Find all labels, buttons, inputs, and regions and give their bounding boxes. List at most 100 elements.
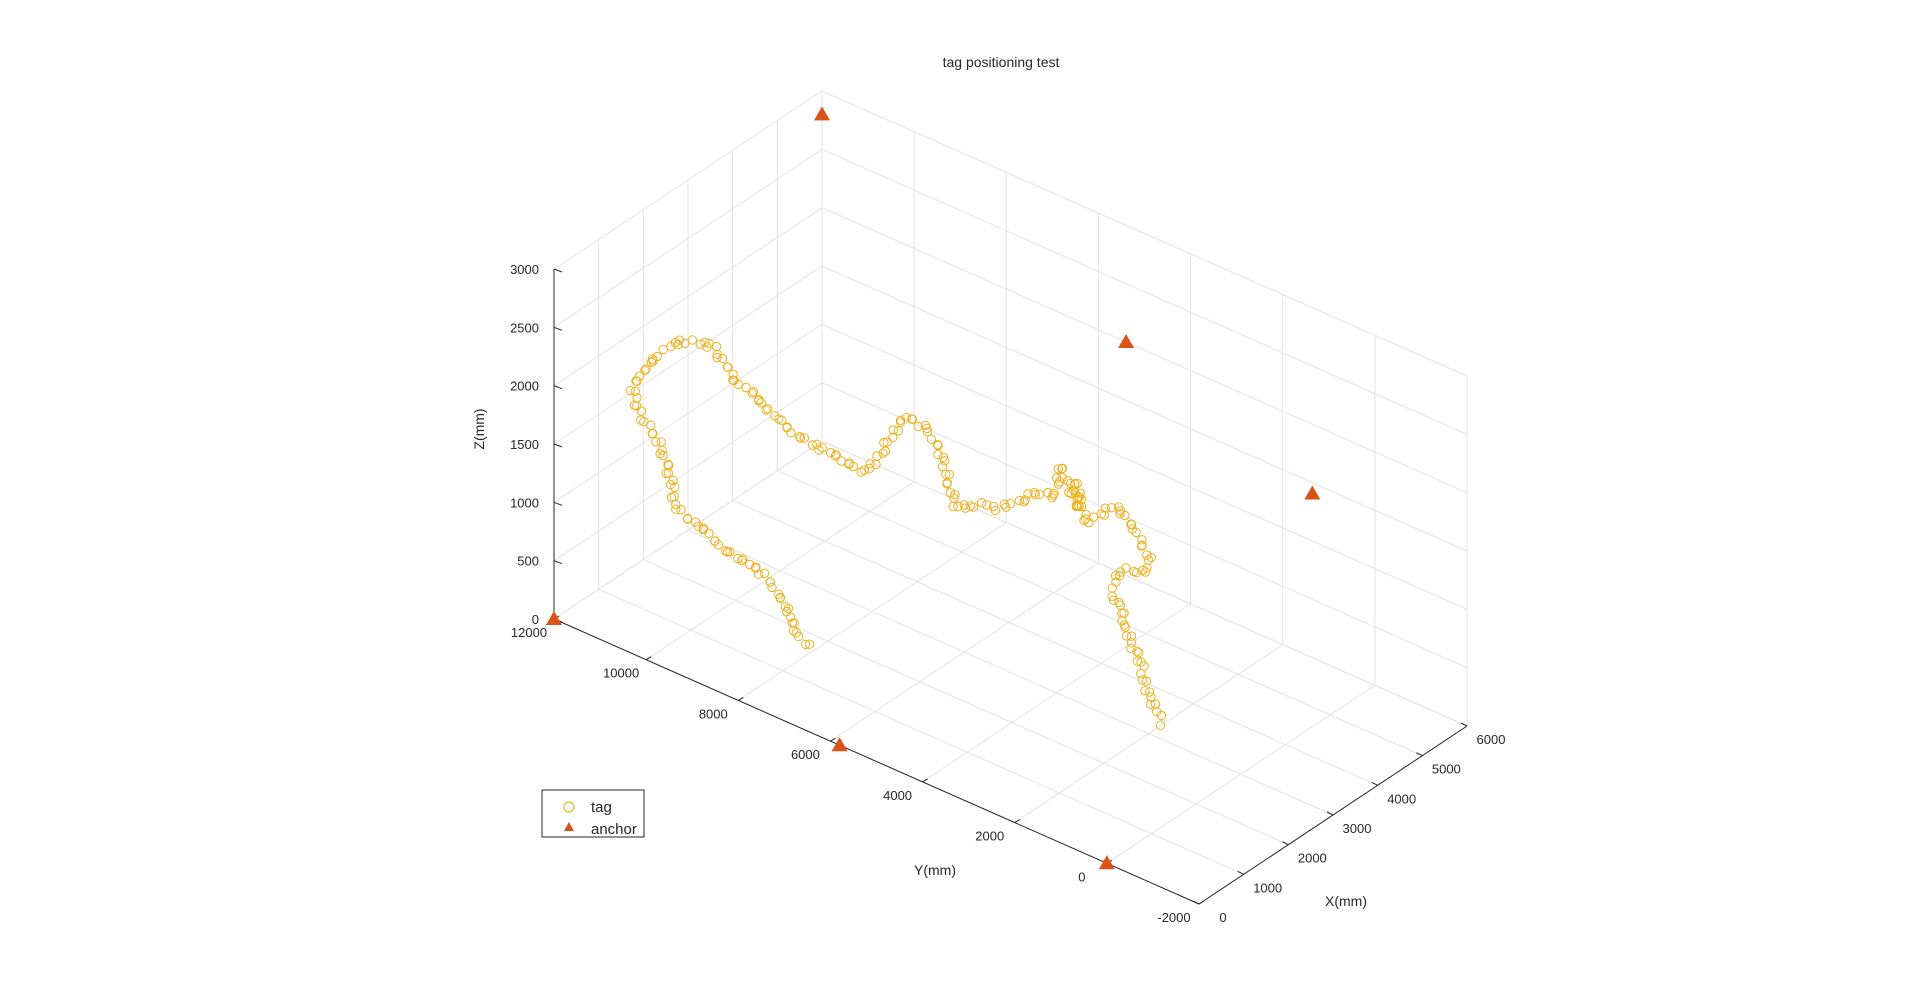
x-tick <box>1416 752 1423 757</box>
tag-point <box>1081 510 1091 520</box>
grid-line <box>553 265 823 445</box>
tag-point <box>1126 638 1137 648</box>
tag-point <box>1140 686 1150 696</box>
chart-title: tag positioning test <box>943 54 1060 70</box>
tag-point <box>1080 514 1091 524</box>
tag-point <box>786 612 796 622</box>
tag-point <box>1129 566 1139 577</box>
tag-point <box>812 439 822 449</box>
tag-point <box>632 401 642 411</box>
tag-point <box>944 469 954 480</box>
tag-point <box>800 639 811 650</box>
y-tick-label: 2000 <box>975 829 1004 844</box>
tag-point <box>1141 567 1151 577</box>
tag-point <box>1127 524 1138 534</box>
tag-point <box>1029 488 1039 498</box>
z-tick <box>553 385 563 390</box>
tag-point <box>937 461 948 472</box>
tag-point <box>646 357 657 367</box>
tag-point <box>1074 492 1085 502</box>
tag-point <box>775 593 785 603</box>
grid-line <box>821 207 1468 494</box>
tag-point <box>700 337 710 348</box>
tag-point <box>1020 495 1030 505</box>
y-tick-label: -2000 <box>1157 910 1190 925</box>
grid-line <box>643 559 1289 846</box>
tag-point <box>1146 553 1157 563</box>
tag-point <box>728 375 738 385</box>
tag-point <box>782 606 792 617</box>
z-tick <box>553 560 563 565</box>
tag-point <box>793 631 804 642</box>
grid-line <box>598 588 1244 875</box>
tag-point <box>999 499 1009 509</box>
tag-point <box>888 425 899 435</box>
z-tick <box>553 443 563 448</box>
tag-point <box>817 443 827 453</box>
tag-point <box>795 433 806 443</box>
tag-point <box>640 365 650 375</box>
y-tick-label: 12000 <box>511 625 547 640</box>
tag-point <box>728 369 738 379</box>
tag-point <box>864 464 874 474</box>
tag-point <box>1014 495 1024 506</box>
tag-point <box>1108 595 1119 605</box>
tag-point <box>721 546 731 556</box>
tag-point <box>1126 519 1136 529</box>
tag-point <box>882 437 892 447</box>
x-tick-label: 6000 <box>1477 732 1506 747</box>
tag-point <box>1137 535 1147 545</box>
tag-point <box>1107 503 1117 513</box>
tag-point <box>799 433 809 443</box>
tag-point <box>647 428 657 439</box>
grid-line <box>553 440 823 620</box>
tag-point <box>953 501 963 512</box>
tag-point <box>658 450 668 461</box>
grid-line <box>645 481 915 661</box>
tag-point <box>941 469 951 479</box>
tag-point <box>693 521 703 531</box>
tag-point <box>632 376 642 386</box>
grid-line <box>553 148 823 328</box>
tag-point <box>770 411 780 421</box>
tag-point <box>651 437 661 447</box>
z-axis-label: Z(mm) <box>471 408 487 449</box>
y-tick-label: 10000 <box>603 666 639 681</box>
tag-point <box>932 440 943 450</box>
tag-point <box>1043 487 1053 498</box>
tag-point <box>658 344 668 355</box>
tag-point <box>767 582 777 593</box>
tag-point <box>1114 570 1125 581</box>
tag-point <box>713 540 723 550</box>
tag-point <box>1053 479 1064 489</box>
tag-point <box>933 449 943 460</box>
tag-point <box>702 342 712 352</box>
tag-point <box>663 468 674 478</box>
grid-line <box>821 265 1468 552</box>
tag-point <box>1145 699 1156 709</box>
z-tick-label: 2500 <box>510 320 539 335</box>
y-axis-line <box>553 618 1200 905</box>
tag-point <box>856 467 866 477</box>
x-tick-label: 3000 <box>1343 821 1372 836</box>
tag-point <box>1065 478 1076 489</box>
legend-tag-marker <box>563 801 575 813</box>
grid-line <box>553 207 823 387</box>
grid-line <box>922 603 1191 783</box>
tag-point <box>825 448 836 458</box>
grid-line <box>830 562 1099 742</box>
tag-point <box>945 488 956 498</box>
tag-point <box>907 414 917 424</box>
x-axis-label: X(mm) <box>1325 893 1367 909</box>
anchor-point <box>1304 485 1321 500</box>
tag-point <box>1019 497 1029 507</box>
tag-point <box>1126 631 1137 641</box>
tag-point <box>977 498 987 508</box>
tag-point <box>788 626 799 636</box>
grid-line <box>821 440 1468 727</box>
tag-point <box>712 349 722 359</box>
y-tick <box>922 778 928 783</box>
legend-box <box>541 789 645 838</box>
grid-line <box>732 499 1378 786</box>
